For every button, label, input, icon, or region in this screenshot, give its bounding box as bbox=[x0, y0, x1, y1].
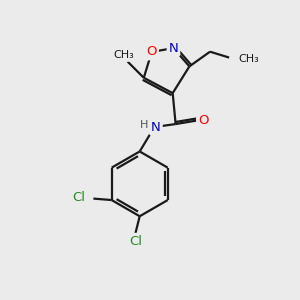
Text: Cl: Cl bbox=[72, 191, 85, 205]
Text: CH₃: CH₃ bbox=[114, 50, 134, 60]
Text: H: H bbox=[140, 120, 148, 130]
Text: O: O bbox=[146, 45, 157, 58]
Text: Cl: Cl bbox=[129, 235, 142, 248]
Text: CH₃: CH₃ bbox=[238, 54, 259, 64]
Text: N: N bbox=[151, 121, 161, 134]
Text: N: N bbox=[169, 42, 178, 55]
Text: O: O bbox=[198, 114, 208, 127]
